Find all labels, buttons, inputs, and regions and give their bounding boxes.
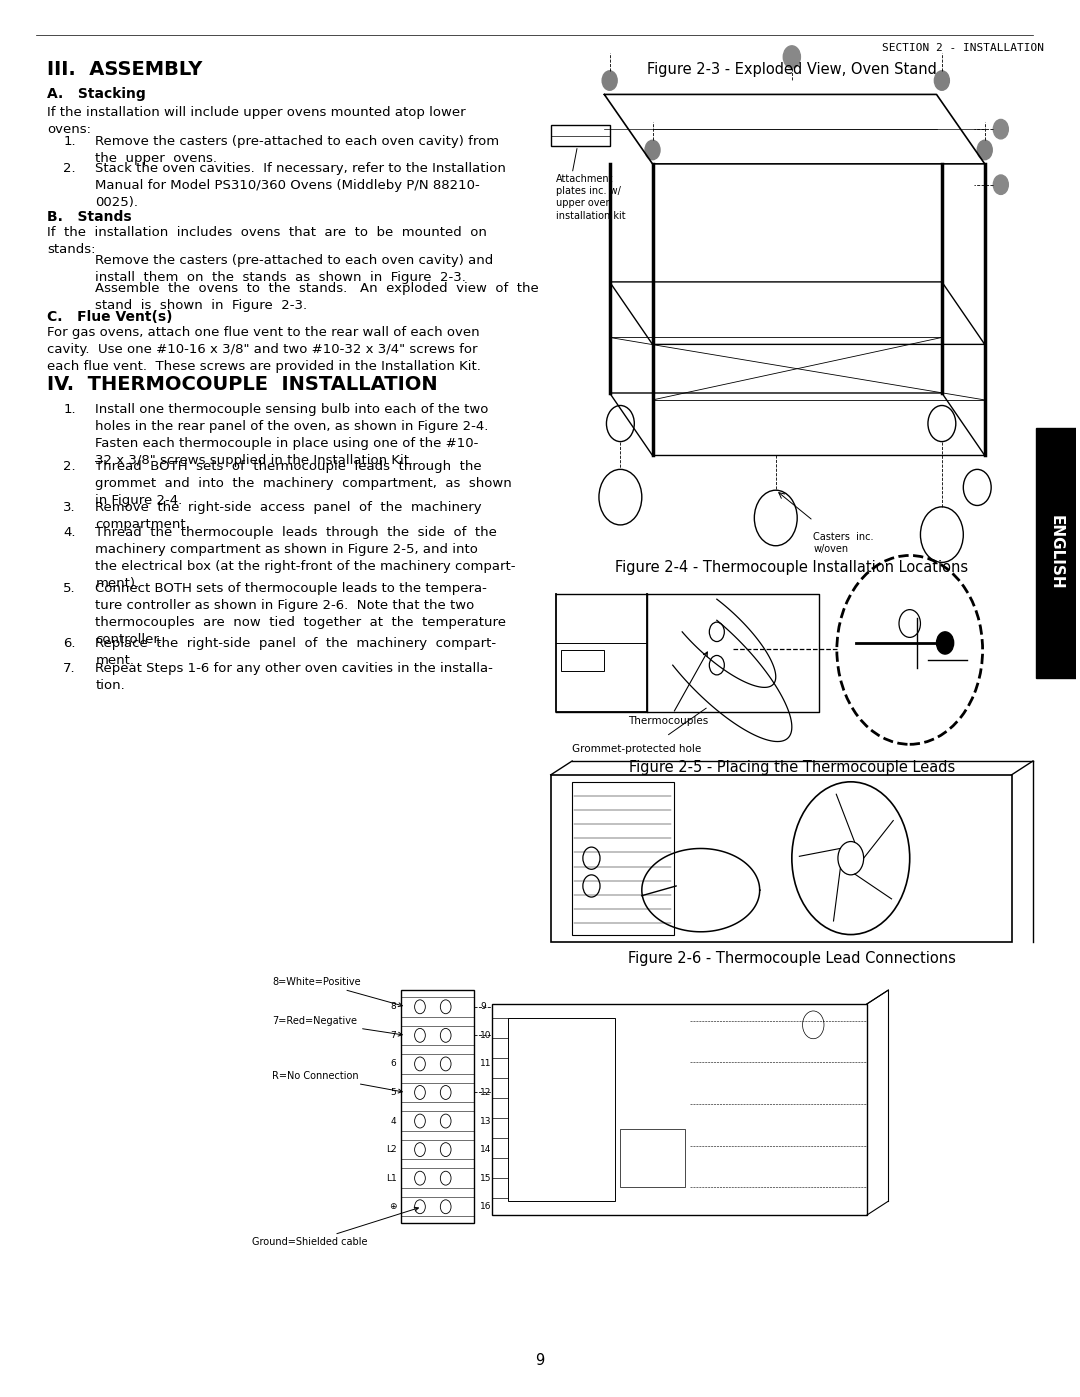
Bar — [401, 1083, 473, 1102]
Text: 6.: 6. — [63, 637, 76, 651]
Bar — [572, 782, 674, 935]
Text: 9: 9 — [480, 1002, 486, 1011]
Text: 8: 8 — [391, 1002, 396, 1011]
Text: Remove the casters (pre-attached to each oven cavity) and
install  them  on  the: Remove the casters (pre-attached to each… — [95, 254, 494, 284]
Text: Thread  the  thermocouple  leads  through  the  side  of  the
machinery compartm: Thread the thermocouple leads through th… — [95, 527, 516, 591]
Text: Install one thermocouple sensing bulb into each of the two
holes in the rear pan: Install one thermocouple sensing bulb in… — [95, 402, 488, 467]
Text: Remove  the  right-side  access  panel  of  the  machinery
compartment.: Remove the right-side access panel of th… — [95, 502, 482, 531]
Text: 2.: 2. — [63, 162, 76, 176]
Bar — [401, 1197, 473, 1217]
Text: IV.  THERMOCOUPLE  INSTALLATION: IV. THERMOCOUPLE INSTALLATION — [48, 374, 437, 394]
Circle shape — [936, 631, 954, 654]
Circle shape — [977, 140, 993, 159]
Text: If  the  installation  includes  ovens  that  are  to  be  mounted  on
stands:: If the installation includes ovens that … — [48, 226, 487, 257]
Bar — [401, 1055, 473, 1074]
Bar — [401, 990, 473, 1224]
Text: 7: 7 — [391, 1031, 396, 1039]
Text: Casters  inc.
w/oven: Casters inc. w/oven — [813, 532, 874, 555]
Text: Figure 2-5 - Placing the Thermocouple Leads: Figure 2-5 - Placing the Thermocouple Le… — [629, 760, 955, 774]
Text: Connect BOTH sets of thermocouple leads to the tempera-
ture controller as shown: Connect BOTH sets of thermocouple leads … — [95, 583, 507, 645]
Circle shape — [994, 119, 1009, 138]
Text: ⊕: ⊕ — [389, 1203, 396, 1211]
Text: 4: 4 — [391, 1116, 396, 1126]
Circle shape — [994, 175, 1009, 194]
Text: Attachment
plates inc. w/
upper oven
installation kit: Attachment plates inc. w/ upper oven ins… — [556, 173, 625, 221]
Text: A.   Stacking: A. Stacking — [48, 88, 146, 102]
Text: 4.: 4. — [63, 527, 76, 539]
Text: L2: L2 — [386, 1146, 396, 1154]
Text: L1: L1 — [386, 1173, 396, 1183]
Bar — [401, 1025, 473, 1045]
Text: SECTION 2 - INSTALLATION: SECTION 2 - INSTALLATION — [881, 43, 1043, 53]
Bar — [551, 775, 1012, 942]
Text: Figure 2-4 - Thermocouple Installation Locations: Figure 2-4 - Thermocouple Installation L… — [616, 560, 969, 574]
Text: 11: 11 — [480, 1059, 491, 1069]
Text: Repeat Steps 1-6 for any other oven cavities in the installa-
tion.: Repeat Steps 1-6 for any other oven cavi… — [95, 662, 494, 693]
Text: Figure 2-3 - Exploded View, Oven Stand: Figure 2-3 - Exploded View, Oven Stand — [647, 63, 936, 77]
Text: 12: 12 — [480, 1088, 491, 1097]
Circle shape — [783, 46, 800, 68]
Bar — [551, 124, 609, 145]
Text: Grommet-protected hole: Grommet-protected hole — [571, 745, 701, 754]
Text: Thread  BOTH  sets  of  thermocouple  leads  through  the
grommet  and  into  th: Thread BOTH sets of thermocouple leads t… — [95, 460, 512, 507]
Text: 10: 10 — [480, 1031, 491, 1039]
Bar — [620, 1129, 685, 1187]
Text: 14: 14 — [480, 1146, 491, 1154]
Text: Figure 2-6 - Thermocouple Lead Connections: Figure 2-6 - Thermocouple Lead Connectio… — [627, 951, 956, 967]
Bar — [401, 1140, 473, 1160]
Circle shape — [603, 71, 617, 91]
Text: For gas ovens, attach one flue vent to the rear wall of each oven
cavity.  Use o: For gas ovens, attach one flue vent to t… — [48, 327, 481, 373]
Text: 1.: 1. — [63, 402, 76, 416]
Bar — [401, 1112, 473, 1130]
Text: Stack the oven cavities.  If necessary, refer to the Installation
Manual for Mod: Stack the oven cavities. If necessary, r… — [95, 162, 507, 210]
Text: Ground=Shielded cable: Ground=Shielded cable — [252, 1207, 418, 1248]
Text: 6: 6 — [391, 1059, 396, 1069]
Text: 9: 9 — [536, 1352, 544, 1368]
Bar — [1036, 427, 1076, 678]
Text: 13: 13 — [480, 1116, 491, 1126]
Bar — [401, 1168, 473, 1187]
Bar — [491, 1004, 867, 1215]
Text: Thermocouples: Thermocouples — [629, 652, 708, 726]
Text: ENGLISH: ENGLISH — [1049, 515, 1064, 590]
Text: 15: 15 — [480, 1173, 491, 1183]
Text: Replace  the  right-side  panel  of  the  machinery  compart-
ment.: Replace the right-side panel of the mach… — [95, 637, 497, 668]
Circle shape — [645, 140, 660, 159]
Bar — [401, 997, 473, 1017]
Text: 7=Red=Negative: 7=Red=Negative — [272, 1017, 402, 1037]
Bar — [562, 650, 605, 671]
Text: III.  ASSEMBLY: III. ASSEMBLY — [48, 60, 202, 78]
Text: Remove the casters (pre-attached to each oven cavity) from
the  upper  ovens.: Remove the casters (pre-attached to each… — [95, 134, 499, 165]
Text: 7.: 7. — [63, 662, 76, 675]
Text: Assemble  the  ovens  to  the  stands.   An  exploded  view  of  the
stand  is  : Assemble the ovens to the stands. An exp… — [95, 282, 539, 312]
Text: R=No Connection: R=No Connection — [272, 1071, 402, 1092]
Text: B.   Stands: B. Stands — [48, 210, 132, 224]
Text: 5.: 5. — [63, 583, 76, 595]
Circle shape — [934, 71, 949, 91]
Text: 3.: 3. — [63, 502, 76, 514]
Text: 16: 16 — [480, 1203, 491, 1211]
Text: 8=White=Positive: 8=White=Positive — [272, 977, 403, 1007]
Text: 2.: 2. — [63, 460, 76, 472]
Text: 5: 5 — [391, 1088, 396, 1097]
Text: C.   Flue Vent(s): C. Flue Vent(s) — [48, 310, 173, 324]
Text: If the installation will include upper ovens mounted atop lower
ovens:: If the installation will include upper o… — [48, 106, 465, 136]
Bar — [508, 1018, 615, 1201]
Text: 1.: 1. — [63, 134, 76, 148]
